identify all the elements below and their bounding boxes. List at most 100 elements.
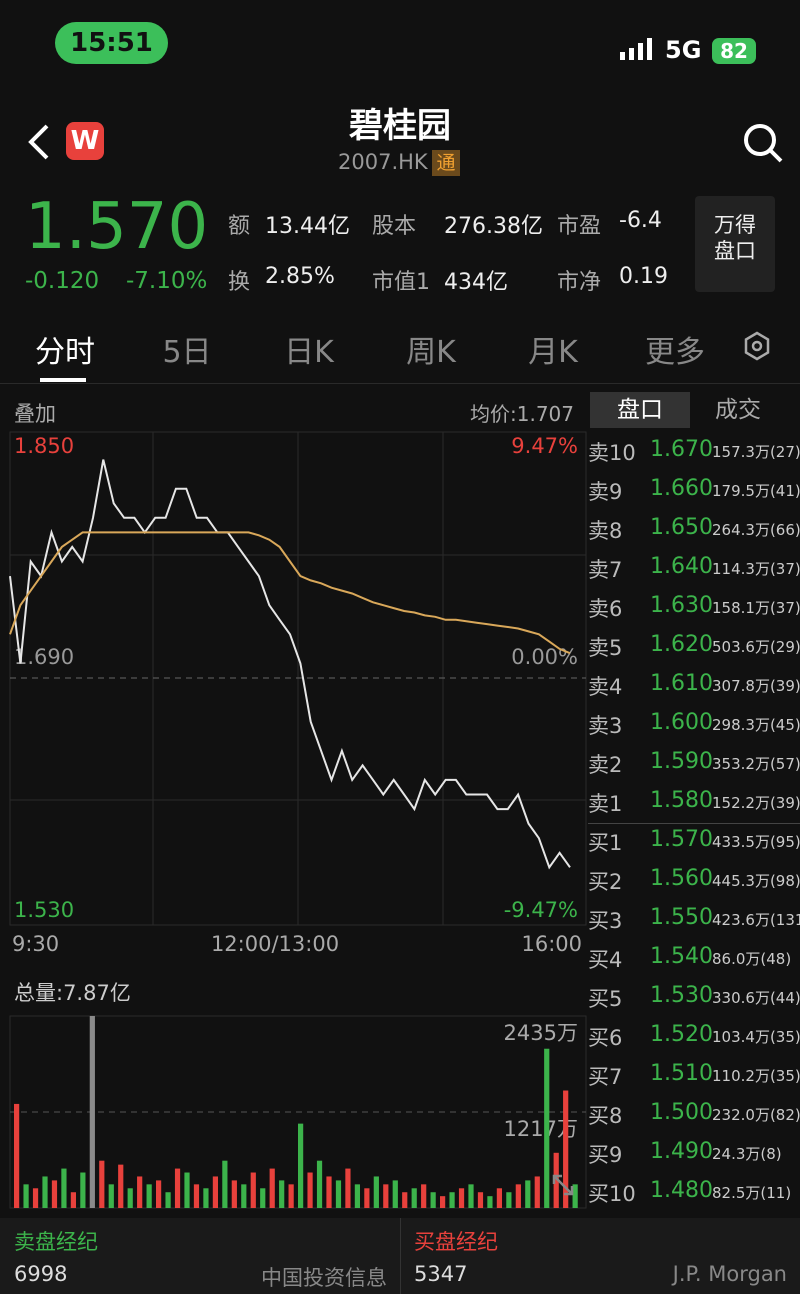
book-label: 卖1	[588, 792, 623, 816]
volume-bar	[260, 1188, 266, 1208]
volume-bar	[61, 1168, 67, 1208]
broker-name: 中国投资信息	[261, 1266, 387, 1290]
volume-bar	[269, 1168, 275, 1208]
tab[interactable]: 月K	[528, 335, 578, 370]
depth-button[interactable]: 万得 盘口	[695, 196, 775, 292]
book-volume: 114.3万(37)	[712, 560, 800, 578]
book-volume: 103.4万(35)	[712, 1028, 800, 1046]
back-button[interactable]	[25, 122, 55, 162]
volume-bar	[487, 1196, 493, 1208]
search-button[interactable]	[740, 120, 786, 166]
book-volume: 232.0万(82)	[712, 1106, 800, 1124]
book-price: 1.480	[650, 1178, 713, 1203]
settings-icon[interactable]	[742, 331, 772, 361]
x-tick-label: 16:00	[521, 932, 582, 956]
volume-bar	[316, 1160, 323, 1208]
volume-bar	[458, 1188, 465, 1208]
price-line	[9, 459, 571, 870]
volume-bar	[137, 1176, 143, 1208]
volume-bar	[146, 1184, 152, 1208]
stock-code: 2007.HK	[338, 150, 428, 174]
volume-bar	[80, 1172, 86, 1208]
pct-label: 0.00%	[511, 645, 578, 669]
tab[interactable]: 5日	[162, 335, 212, 370]
volume-bar	[449, 1192, 455, 1208]
stat-label: 换	[228, 270, 251, 295]
broker-title: 买盘经纪	[414, 1230, 498, 1254]
volume-bar	[193, 1184, 200, 1208]
broker-count: 6998	[14, 1262, 68, 1286]
volume-bar	[506, 1192, 512, 1208]
stat-label: 股本	[372, 214, 417, 239]
volume-bar	[468, 1184, 474, 1208]
book-label: 卖8	[588, 519, 623, 543]
book-label: 卖3	[588, 714, 623, 738]
volume-bar	[127, 1188, 133, 1208]
volume-title: 总量:7.87亿	[14, 981, 131, 1005]
volume-bar	[42, 1176, 48, 1208]
volume-bar	[534, 1176, 540, 1208]
book-label: 买2	[588, 870, 623, 894]
stat-label: 市盈	[557, 214, 602, 239]
book-label: 卖6	[588, 597, 623, 621]
tab[interactable]: 分时	[35, 335, 95, 370]
book-price: 1.580	[650, 788, 713, 813]
expand-icon[interactable]	[548, 1170, 578, 1200]
stat-value: 434亿	[444, 270, 508, 295]
book-label: 买5	[588, 987, 623, 1011]
overlay-label[interactable]: 叠加	[14, 402, 56, 426]
y-tick-label: 1.690	[14, 645, 74, 669]
network: 5G	[665, 36, 702, 64]
volume-bar	[307, 1172, 313, 1208]
chart: 1.850 9.47% 1.690 0.00% 1.530 -9.47% 9:30 12:00…	[9, 431, 587, 1209]
connect-badge: 通	[432, 150, 460, 176]
side-tab[interactable]: 成交	[715, 397, 761, 423]
book-volume: 445.3万(98)	[712, 872, 800, 890]
book-label: 卖9	[588, 480, 623, 504]
book-price: 1.650	[650, 515, 713, 540]
volume-bar	[345, 1168, 351, 1208]
stat-value: 2.85%	[265, 264, 335, 289]
volume-bar	[279, 1180, 285, 1208]
book-volume: 110.2万(35)	[712, 1067, 800, 1085]
broker-title: 卖盘经纪	[14, 1230, 98, 1254]
volume-bar	[70, 1192, 77, 1208]
book-label: 买4	[588, 948, 623, 972]
book-price: 1.550	[650, 905, 713, 930]
volume-bar	[250, 1172, 256, 1208]
book-label: 卖5	[588, 636, 623, 660]
book-price: 1.500	[650, 1100, 713, 1125]
signal-icon	[620, 38, 652, 60]
book-label: 卖2	[588, 753, 623, 777]
volume-bar	[430, 1192, 436, 1208]
logo: W	[66, 122, 104, 160]
book-volume: 330.6万(44)	[712, 989, 800, 1007]
stat-value: 0.19	[619, 264, 668, 289]
tab[interactable]: 更多	[645, 335, 705, 370]
pct-label: -9.47%	[504, 898, 578, 922]
x-tick-label: 12:00/13:00	[211, 932, 339, 956]
tab[interactable]: 日K	[284, 335, 334, 370]
y-tick-label: 1.530	[14, 898, 74, 922]
volume-bar	[184, 1172, 190, 1208]
side-tab[interactable]: 盘口	[590, 392, 690, 428]
stock-name: 碧桂园	[349, 106, 451, 146]
book-label: 买8	[588, 1104, 623, 1128]
book-price: 1.640	[650, 554, 713, 579]
book-label: 卖4	[588, 675, 623, 699]
book-price: 1.530	[650, 983, 713, 1008]
volume-bar	[392, 1180, 398, 1208]
volume-bar	[14, 1103, 20, 1208]
book-volume: 82.5万(11)	[712, 1184, 792, 1202]
book-label: 买6	[588, 1026, 623, 1050]
volume-bar	[231, 1180, 237, 1208]
book-volume: 353.2万(57)	[712, 755, 800, 773]
book-price: 1.610	[650, 671, 713, 696]
book-price: 1.540	[650, 944, 713, 969]
button-text: 盘口	[714, 239, 756, 263]
tab[interactable]: 周K	[406, 335, 456, 370]
volume-bar	[212, 1176, 219, 1208]
book-price: 1.560	[650, 866, 713, 891]
stat-label: 市净	[557, 270, 602, 295]
price-change: -0.120	[25, 268, 100, 294]
